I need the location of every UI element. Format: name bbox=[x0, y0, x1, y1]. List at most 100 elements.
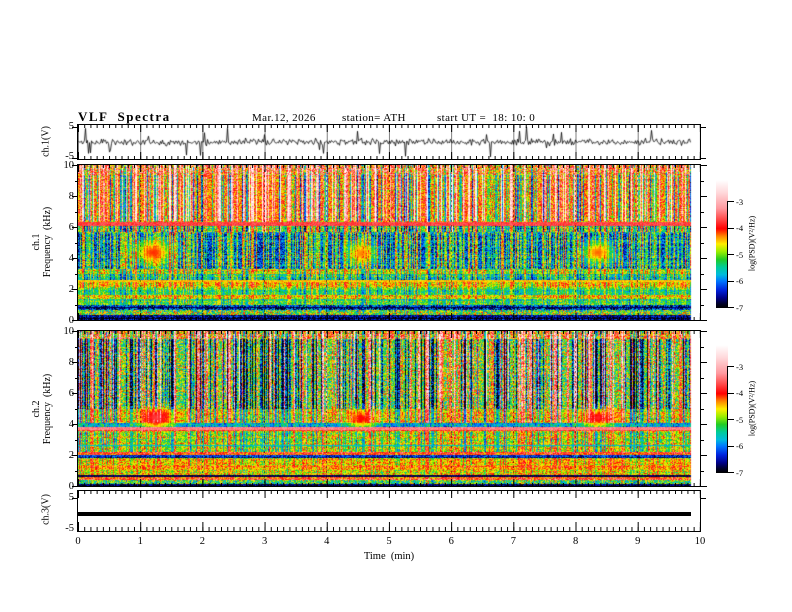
freq-tick-label: 8 bbox=[50, 357, 74, 368]
x-tick-label: 0 bbox=[75, 536, 81, 547]
y-tick bbox=[701, 227, 707, 228]
y-tick bbox=[701, 331, 707, 332]
y-tick bbox=[701, 362, 707, 363]
ch3-waveform-panel bbox=[77, 490, 701, 532]
y-tick bbox=[701, 377, 704, 379]
y-tick bbox=[701, 424, 707, 425]
freq-tick-label: 4 bbox=[50, 419, 74, 430]
x-tick-label: 2 bbox=[199, 536, 206, 547]
y-tick bbox=[701, 273, 704, 275]
ch1-spectrogram-panel bbox=[77, 164, 701, 321]
volt-tick-label: -5 bbox=[65, 151, 74, 162]
y-tick bbox=[727, 392, 734, 394]
freq-tick-label: 4 bbox=[50, 253, 74, 264]
y-tick bbox=[75, 242, 78, 244]
y-tick bbox=[701, 242, 704, 244]
y-tick bbox=[701, 486, 707, 487]
colorbar-ch1 bbox=[716, 180, 728, 308]
volt-tick-label: 5 bbox=[50, 492, 74, 503]
y-tick bbox=[727, 472, 734, 473]
y-tick bbox=[72, 486, 78, 487]
y-tick bbox=[75, 377, 78, 379]
freq-tick-label: 10 bbox=[63, 160, 75, 171]
y-tick bbox=[72, 331, 78, 332]
y-tick bbox=[727, 254, 734, 255]
y-tick bbox=[72, 424, 78, 425]
ch1-waveform-panel bbox=[77, 124, 701, 160]
y-tick bbox=[72, 455, 78, 456]
x-tick-label: 10 bbox=[694, 536, 706, 547]
y-tick bbox=[701, 497, 706, 499]
x-tick-label: 3 bbox=[261, 536, 268, 547]
freq-tick-label: 8 bbox=[50, 191, 74, 202]
x-tick-label: 6 bbox=[448, 536, 454, 547]
colorbar-tick-label: -6 bbox=[736, 276, 744, 286]
colorbar-tick-label: -3 bbox=[736, 196, 744, 207]
freq-tick-label: 2 bbox=[50, 450, 74, 461]
freq-tick-label: 0 bbox=[50, 481, 74, 492]
colorbar-tick-label: -3 bbox=[736, 361, 744, 372]
y-tick bbox=[701, 346, 704, 348]
colorbar-tick-label: -7 bbox=[736, 467, 744, 478]
x-tick-label: 5 bbox=[386, 536, 392, 547]
y-tick bbox=[727, 227, 734, 229]
x-tick-label: 1 bbox=[137, 536, 143, 547]
y-tick bbox=[72, 196, 78, 197]
y-tick bbox=[727, 280, 734, 282]
y-tick bbox=[701, 393, 707, 394]
date-label: Mar.12, 2026 bbox=[252, 112, 316, 124]
freq-tick-label: 6 bbox=[50, 388, 74, 399]
freq-tick-label: 10 bbox=[63, 326, 75, 337]
y-tick bbox=[75, 180, 78, 182]
volt-tick-label: -5 bbox=[65, 523, 74, 534]
y-tick bbox=[72, 289, 78, 290]
ch2-spectrogram-panel bbox=[77, 330, 701, 487]
y-tick bbox=[701, 126, 706, 128]
colorbar-tick-label: -4 bbox=[736, 223, 744, 233]
y-tick bbox=[701, 304, 704, 306]
y-tick bbox=[727, 419, 734, 420]
x-tick-label: 9 bbox=[635, 536, 641, 547]
y-tick bbox=[72, 126, 77, 128]
y-tick bbox=[72, 258, 78, 259]
y-tick bbox=[72, 362, 78, 363]
y-tick bbox=[72, 227, 78, 228]
y-tick bbox=[72, 497, 77, 499]
freq-tick-label: 0 bbox=[50, 315, 74, 326]
y-tick bbox=[75, 304, 78, 306]
colorbar-ch2 bbox=[716, 345, 728, 473]
y-tick bbox=[72, 165, 78, 166]
y-tick bbox=[701, 470, 704, 472]
colorbar-tick-label: -7 bbox=[736, 302, 744, 313]
y-tick bbox=[727, 366, 734, 367]
y-tick bbox=[75, 470, 78, 472]
x-ticks-top bbox=[78, 491, 700, 498]
ch1-spectrogram-canvas bbox=[78, 165, 700, 320]
x-ticks-axis bbox=[78, 522, 700, 531]
y-tick bbox=[75, 346, 78, 348]
y-tick bbox=[727, 201, 734, 202]
freq-tick-label: 6 bbox=[50, 222, 74, 233]
x-tick-label: 4 bbox=[324, 536, 330, 547]
y-tick bbox=[72, 320, 78, 321]
y-tick bbox=[72, 393, 78, 394]
y-tick bbox=[72, 157, 77, 159]
colorbar-tick-label: -5 bbox=[736, 249, 744, 260]
y-tick bbox=[701, 180, 704, 182]
y-tick bbox=[701, 439, 704, 441]
x-tick-label: 7 bbox=[510, 536, 517, 547]
y-tick bbox=[701, 408, 704, 410]
y-tick bbox=[701, 289, 707, 290]
start-ut-label: start UT = 18: 10: 0 bbox=[437, 112, 536, 124]
freq-tick-label: 2 bbox=[50, 284, 74, 295]
time-axis-label: Time (min) bbox=[363, 551, 415, 562]
ch3-flat-trace bbox=[78, 512, 691, 516]
y-tick bbox=[727, 445, 734, 447]
colorbar-tick-label: -5 bbox=[736, 414, 744, 425]
y-tick bbox=[75, 273, 78, 275]
y-tick bbox=[75, 439, 78, 441]
colorbar-tick-label: -6 bbox=[736, 441, 744, 451]
y-tick bbox=[75, 408, 78, 410]
y-tick bbox=[701, 455, 707, 456]
